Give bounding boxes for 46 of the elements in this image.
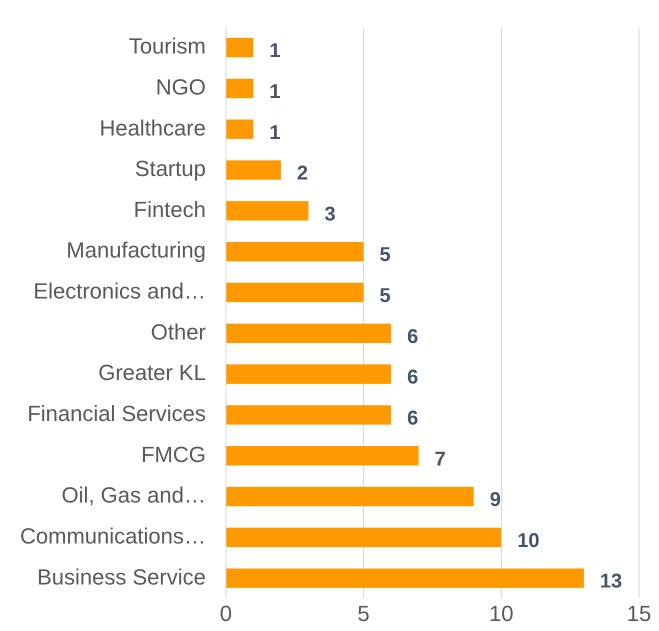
y-tick-label: Oil, Gas and… <box>62 482 206 508</box>
bar <box>226 568 584 588</box>
x-tick-label: 10 <box>489 600 514 626</box>
bar <box>226 486 474 506</box>
data-label: 6 <box>407 326 418 348</box>
data-label: 3 <box>324 203 336 226</box>
y-tick-label: Other <box>150 319 206 344</box>
bar <box>226 78 254 98</box>
y-tick-label: Financial Services <box>27 401 206 426</box>
data-label: 5 <box>380 244 391 266</box>
bar <box>226 405 392 425</box>
bar <box>226 38 254 58</box>
y-tick-label: Tourism <box>128 34 206 59</box>
data-label: 13 <box>600 570 622 593</box>
y-tick-label: Healthcare <box>99 115 206 140</box>
y-tick-label: Manufacturing <box>66 238 206 263</box>
y-tick-label: Startup <box>134 156 206 182</box>
data-label: 1 <box>269 40 281 62</box>
y-tick-label: Business Service <box>37 564 206 590</box>
data-label: 9 <box>490 489 501 512</box>
bar <box>226 120 254 139</box>
bar <box>226 201 308 221</box>
x-tick-label: 15 <box>626 600 652 626</box>
y-tick-label: Fintech <box>134 196 206 222</box>
y-tick-label: Communications… <box>20 523 206 548</box>
x-tick-label: 0 <box>220 600 232 626</box>
data-label: 10 <box>517 530 540 552</box>
y-tick-label: Greater KL <box>98 360 206 386</box>
x-tick-label: 5 <box>357 600 370 626</box>
bar <box>226 528 502 548</box>
data-label: 6 <box>407 407 418 430</box>
bar <box>226 282 364 302</box>
bar <box>226 242 364 262</box>
y-tick-label: FMCG <box>141 442 206 467</box>
y-tick-label: Electronics and… <box>33 278 206 304</box>
data-label: 6 <box>407 366 418 389</box>
bar <box>226 160 281 180</box>
bar <box>226 324 392 343</box>
y-tick-label: NGO <box>156 74 206 100</box>
data-label: 2 <box>296 162 308 185</box>
data-label: 1 <box>269 122 281 144</box>
bar <box>226 446 419 466</box>
bar <box>226 364 392 384</box>
data-label: 1 <box>269 80 281 103</box>
data-label: 7 <box>434 448 446 470</box>
data-label: 5 <box>380 285 391 308</box>
